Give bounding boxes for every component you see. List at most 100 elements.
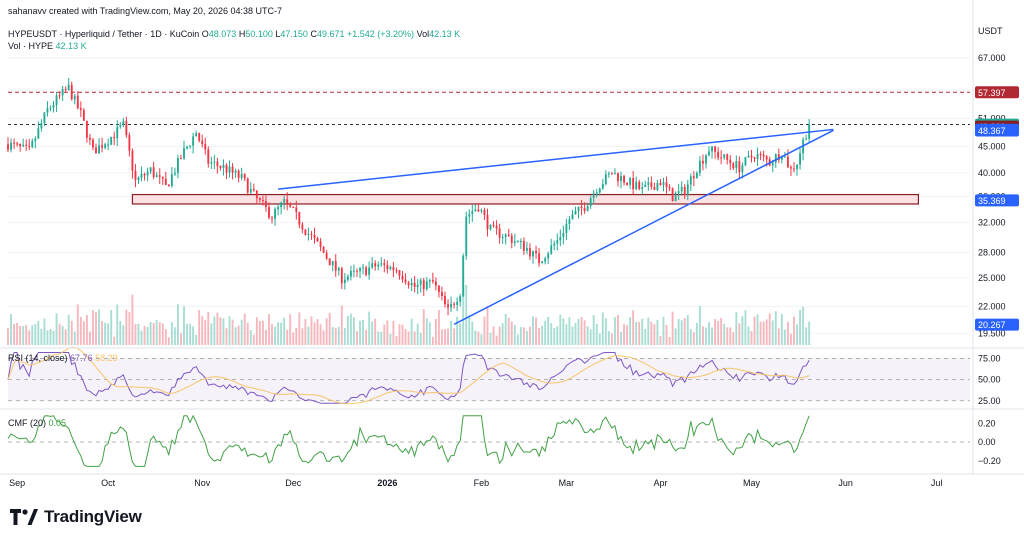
candle-body <box>513 241 516 243</box>
candle-body <box>450 303 453 308</box>
volume-bar <box>25 325 28 345</box>
volume-bar <box>635 321 638 345</box>
volume-bar <box>492 326 495 345</box>
candle-body <box>550 245 553 254</box>
volume-bar <box>692 332 695 345</box>
volume-bar <box>562 318 565 345</box>
candle-body <box>274 209 276 219</box>
volume-bar <box>356 331 358 345</box>
candle-body <box>680 186 683 192</box>
volume-bar <box>37 320 40 345</box>
volume-bar <box>489 332 492 345</box>
candle-body <box>629 178 632 185</box>
candle-body <box>380 263 383 265</box>
volume-bar <box>116 304 119 345</box>
candle-body <box>170 174 173 187</box>
volume-bar <box>790 333 792 345</box>
volume-bar <box>495 335 498 345</box>
candle-body <box>155 175 158 177</box>
price-axis[interactable]: USDT67.00058.00051.00045.00040.00036.000… <box>975 26 1019 338</box>
volume-bar <box>380 331 383 345</box>
candle-body <box>237 170 240 178</box>
candle-body <box>559 237 562 241</box>
volume-bar <box>522 327 525 345</box>
candle-body <box>689 176 692 185</box>
volume-bar <box>16 322 19 345</box>
volume-bar <box>516 334 519 345</box>
volume-bar <box>595 324 598 345</box>
trendlines[interactable] <box>278 128 834 325</box>
volume-bar <box>58 323 61 345</box>
volume-bar <box>110 309 113 345</box>
candle-body <box>583 208 586 211</box>
candle-body <box>780 157 783 160</box>
price-badge-label: 57.397 <box>978 88 1006 98</box>
candle-body <box>753 157 756 159</box>
candle-body <box>271 217 273 219</box>
rsi-ma-line <box>7 346 810 405</box>
volume-bar <box>683 317 686 345</box>
support-zone[interactable] <box>131 193 920 205</box>
volume-bar <box>486 305 489 345</box>
volume-bar <box>680 320 683 345</box>
volume-legend: Vol · HYPE 42.13 K <box>8 41 87 51</box>
volume-key: Vol <box>416 29 430 39</box>
ohlc-low: 47.150 <box>280 29 308 39</box>
price-badge-label: 20.267 <box>978 320 1006 330</box>
candle-body <box>265 201 267 208</box>
candle-body <box>723 154 726 158</box>
volume-bar <box>477 331 480 345</box>
tradingview-logo[interactable]: TradingView <box>10 507 142 527</box>
volume-bar <box>43 318 46 345</box>
price-badge <box>975 86 1019 99</box>
volume-bar <box>222 318 225 345</box>
price-levels <box>8 91 970 125</box>
volume-bar <box>207 312 210 345</box>
candle-body <box>519 240 522 242</box>
volume-bar <box>192 326 195 345</box>
volume-bar <box>480 334 483 345</box>
candle-body <box>10 142 12 150</box>
volume-bar <box>428 322 431 345</box>
candle-body <box>535 250 537 254</box>
candle-body <box>356 270 358 272</box>
volume-bar <box>167 337 170 345</box>
rsi-ma-value: 58.29 <box>95 353 118 363</box>
volume-bar <box>538 327 541 345</box>
candle-body <box>522 240 525 251</box>
volume-bar <box>119 321 122 345</box>
candle-body <box>398 270 401 276</box>
volume-bar <box>771 320 774 345</box>
volume-bar <box>802 306 805 345</box>
candle-body <box>219 165 222 168</box>
time-axis[interactable]: Sep Oct Nov Dec 2026 Feb Mar Apr May Jun Jul <box>9 478 942 488</box>
candle-body <box>283 199 286 203</box>
candle-body <box>37 128 40 139</box>
time-tick-label: Nov <box>194 478 211 488</box>
candle-body <box>173 172 176 175</box>
candle-body <box>756 153 759 159</box>
candle-body <box>125 121 128 136</box>
candle-body <box>149 167 152 172</box>
candle-body <box>167 184 170 187</box>
candle-body <box>222 165 225 168</box>
volume-bar <box>140 330 143 345</box>
volume-bar <box>146 326 149 345</box>
candle-body <box>783 156 786 158</box>
candle-body <box>131 150 134 171</box>
volume-bar <box>686 315 689 345</box>
candle-body <box>359 268 361 272</box>
volume-line-value: 42.13 K <box>55 41 87 51</box>
volume-bar <box>92 310 94 345</box>
candle-body <box>158 175 161 177</box>
candle-body <box>529 248 531 257</box>
candle-body <box>437 285 440 292</box>
candle-body <box>471 211 474 215</box>
candle-body <box>683 186 686 196</box>
volume-bar <box>13 324 16 345</box>
candle-body <box>562 232 565 238</box>
volume-bar <box>307 326 310 345</box>
volume-bar <box>280 322 283 345</box>
candle-body <box>547 253 550 259</box>
